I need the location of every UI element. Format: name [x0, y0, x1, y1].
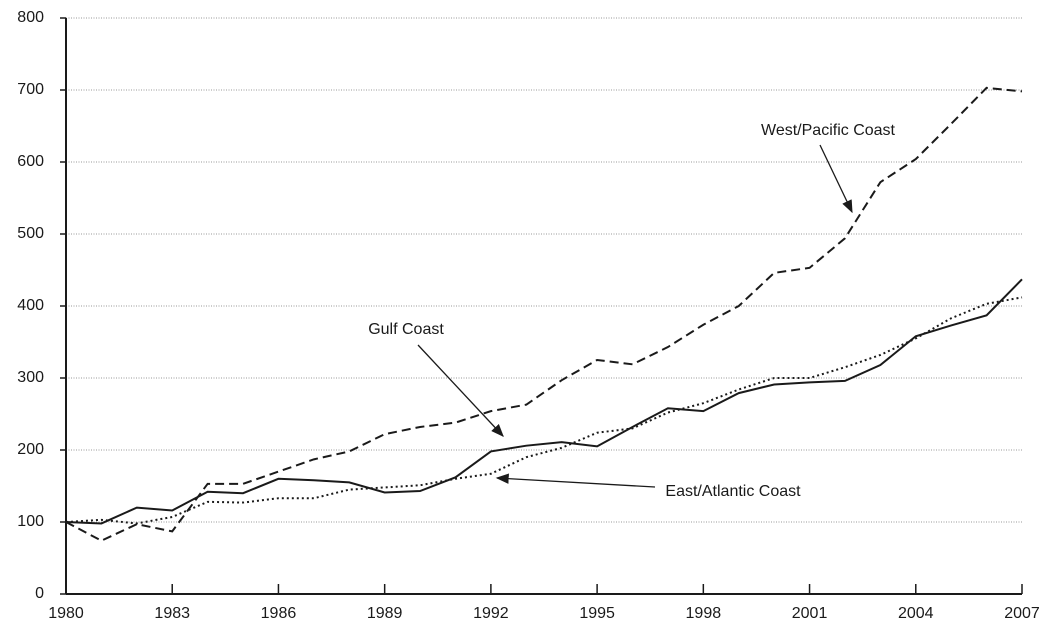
y-tick-label: 100	[17, 513, 44, 530]
y-tick-label: 800	[17, 9, 44, 26]
y-tick-label: 500	[17, 225, 44, 242]
series-line	[65, 86, 1023, 542]
x-tick-label: 1998	[686, 605, 722, 622]
label-arrow	[819, 144, 853, 214]
series-label: West/Pacific Coast	[761, 122, 896, 139]
series-label: East/Atlantic Coast	[665, 483, 801, 500]
y-tick-label: 700	[17, 81, 44, 98]
series-line	[65, 278, 1023, 525]
y-tick-label: 400	[17, 297, 44, 314]
x-tick-label: 1980	[48, 605, 84, 622]
x-tick-label: 2007	[1004, 605, 1040, 622]
series-label: Gulf Coast	[368, 321, 444, 338]
x-tick-label: 1989	[367, 605, 403, 622]
x-tick-label: 1986	[261, 605, 297, 622]
label-arrow	[495, 473, 656, 488]
label-arrow	[417, 344, 504, 437]
x-tick-label: 2004	[898, 605, 934, 622]
y-tick-label: 200	[17, 441, 44, 458]
y-tick-label: 0	[35, 585, 44, 602]
x-tick-label: 2001	[792, 605, 828, 622]
series-line	[65, 296, 1023, 525]
x-tick-label: 1995	[579, 605, 615, 622]
x-tick-label: 1992	[473, 605, 509, 622]
x-tick-label: 1983	[154, 605, 190, 622]
y-tick-label: 300	[17, 369, 44, 386]
y-tick-label: 600	[17, 153, 44, 170]
